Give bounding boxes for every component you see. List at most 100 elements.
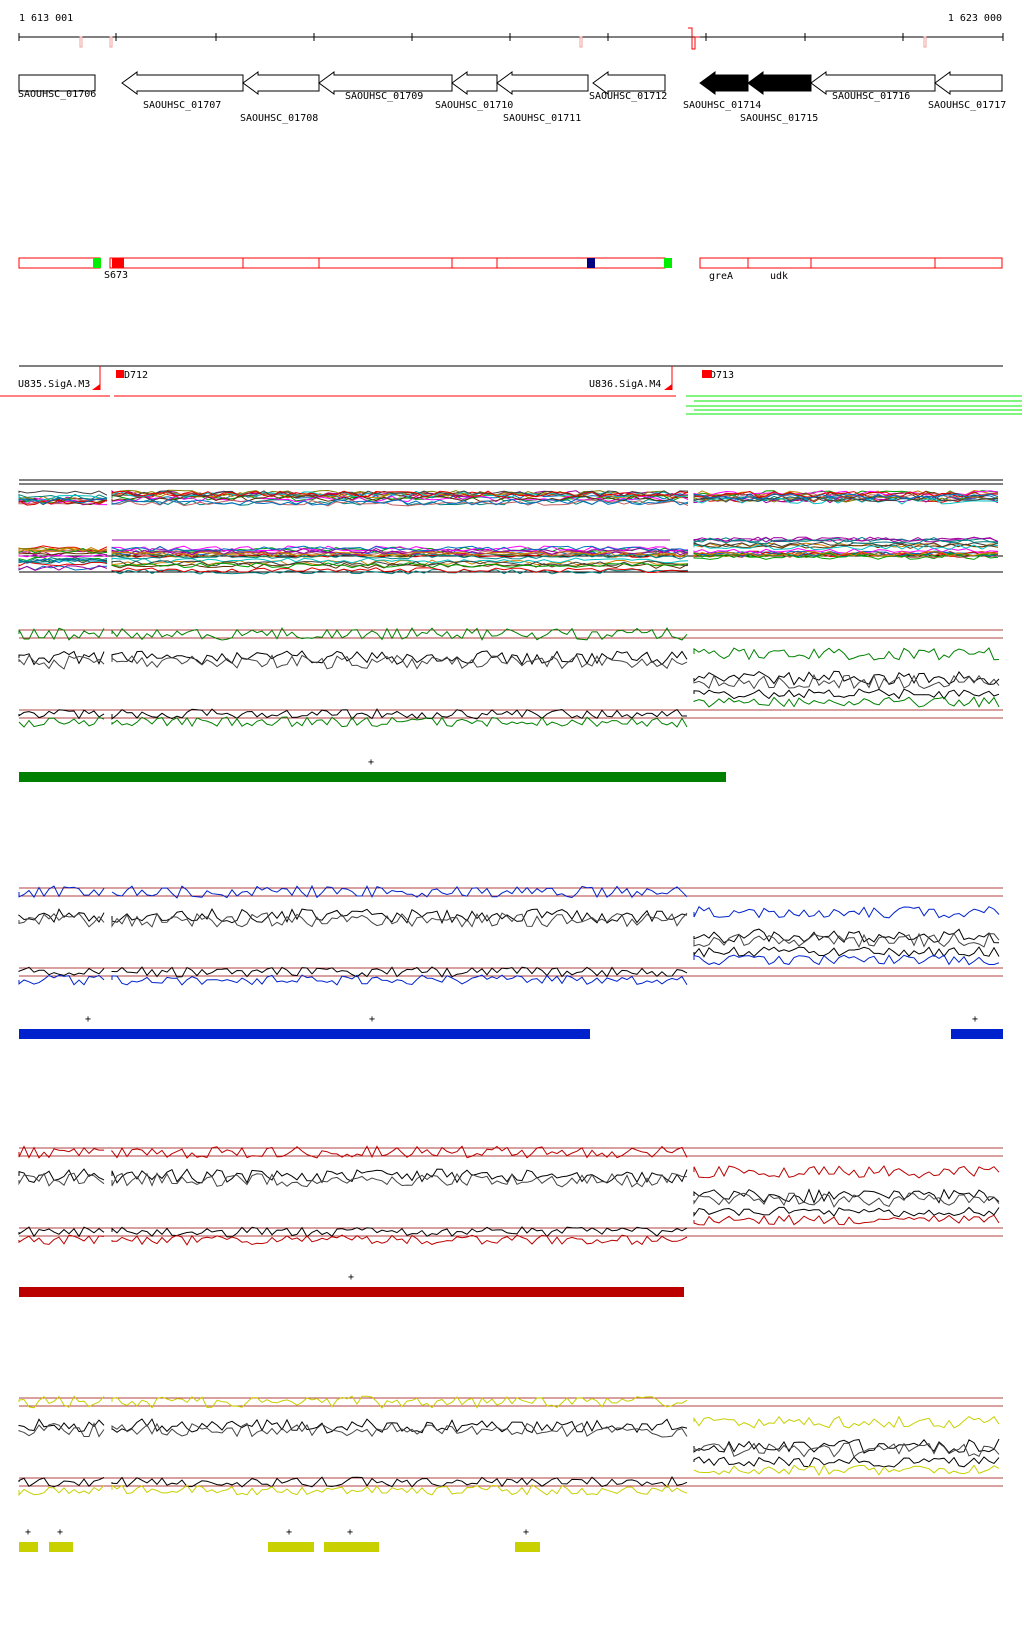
profile-block-red [18,1145,1003,1246]
profile-line-black [111,708,687,720]
annotation-box [699,257,749,269]
annotation-box [109,257,244,269]
profile-line-black [18,709,105,720]
profile-line-black [693,946,1000,958]
condition-track-green: + [19,757,726,782]
profile-line-black [693,1456,1000,1468]
profile-line-colored [18,1395,105,1409]
profile-line-upper [18,495,108,502]
profile-line-lower [111,557,689,564]
ruler-breakpoint [688,27,700,50]
profile-line-upper [18,498,108,506]
gene-shape [699,71,749,95]
annotation-box [747,257,812,269]
annotation-label: greA [709,271,733,282]
profile-line-upper [111,498,689,506]
profile-line-black [18,908,105,924]
profile-line-black [111,650,688,666]
profile-line-black [693,1442,1000,1458]
profile-line-colored [18,716,105,728]
gene-shape [747,71,812,95]
profile-line-lower [693,547,999,554]
profile-line-black [18,1168,105,1183]
gene-arrow-SAOUHSC_01716: SAOUHSC_01716 [810,71,936,102]
profile-line-colored [111,1395,688,1409]
profile-line-black [111,1418,688,1434]
profile-line-colored [693,647,1000,661]
gene-label: SAOUHSC_01712 [589,91,667,102]
profile-line-lower [18,557,108,564]
annotation-label: S673 [104,270,128,281]
profile-line-colored [18,974,105,986]
profile-line-lower [18,560,108,566]
profile-line-colored [693,1464,1000,1477]
profile-line-upper [693,493,999,501]
profile-line-colored [111,1145,688,1159]
profile-line-lower [693,544,999,551]
gene-arrow-SAOUHSC_01708: SAOUHSC_01708 [240,71,320,124]
segment-marker: + [972,1014,978,1025]
profile-line-upper [18,490,108,496]
annotation-box [242,257,320,269]
profile-line-black [18,1226,105,1238]
segment-marker: + [286,1527,292,1538]
profile-line-lower [18,558,108,564]
profile-line-black [18,654,105,670]
profile-line-lower [111,553,689,560]
profile-line-lower [111,545,689,552]
end-coordinate: 1 623 000 [947,13,1002,24]
segment-marker: + [368,757,374,768]
profile-line-lower [18,565,108,571]
gene-label: SAOUHSC_01717 [928,100,1006,111]
gene-track: SAOUHSC_01706 SAOUHSC_01707 SAOUHSC_01708 S… [18,71,1006,124]
gene-label: SAOUHSC_01709 [345,91,423,102]
feature-label: D713 [710,370,734,381]
profile-line-colored [111,627,688,641]
ruler-gap-marker [579,36,583,48]
annotation-mark-red [112,258,124,268]
feature-label: U836.SigA.M4 [589,379,661,390]
feature-label: U835.SigA.M3 [18,379,90,390]
profile-line-lower [111,551,689,558]
profile-line-black [18,966,105,976]
profile-line-lower [693,536,999,543]
segment-marker: + [369,1014,375,1025]
profile-line-black [693,1438,1000,1454]
condition-track-red: + [19,1272,684,1297]
profile-line-colored [111,884,688,899]
condition-segment [951,1029,1003,1039]
profile-line-upper [693,494,999,502]
profile-line-black [18,912,105,928]
profile-line-black [693,673,1000,691]
profile-line-black [111,1475,688,1488]
profile-line-black [111,1168,688,1184]
profile-line-upper [111,490,689,497]
profile-line-upper [693,490,999,498]
profile-line-lower [111,560,689,567]
profile-line-lower [693,552,999,559]
segment-marker: + [25,1527,31,1538]
profile-line-upper [111,490,689,498]
position-ruler [18,27,1004,50]
profile-line-lower [111,550,689,557]
profile-line-lower [111,549,689,556]
condition-segment [19,772,726,782]
profile-line-lower [111,568,689,575]
profile-line-lower [18,547,108,553]
profile-line-colored [111,1484,688,1496]
ruler-gap-marker [109,36,113,48]
profile-line-colored [18,1234,105,1245]
gene-label: SAOUHSC_01706 [18,89,96,100]
terminator-mark [116,370,124,378]
promoter-mark [664,384,672,390]
profile-line-lower [18,554,108,559]
profile-line-black [18,1418,105,1433]
condition-segment [19,1542,38,1552]
profile-line-colored [18,885,105,899]
profile-block-blue [18,884,1003,986]
gene-label: SAOUHSC_01707 [143,100,221,111]
profile-line-lower [111,545,689,552]
segment-marker: + [347,1527,353,1538]
condition-segment [19,1287,684,1297]
